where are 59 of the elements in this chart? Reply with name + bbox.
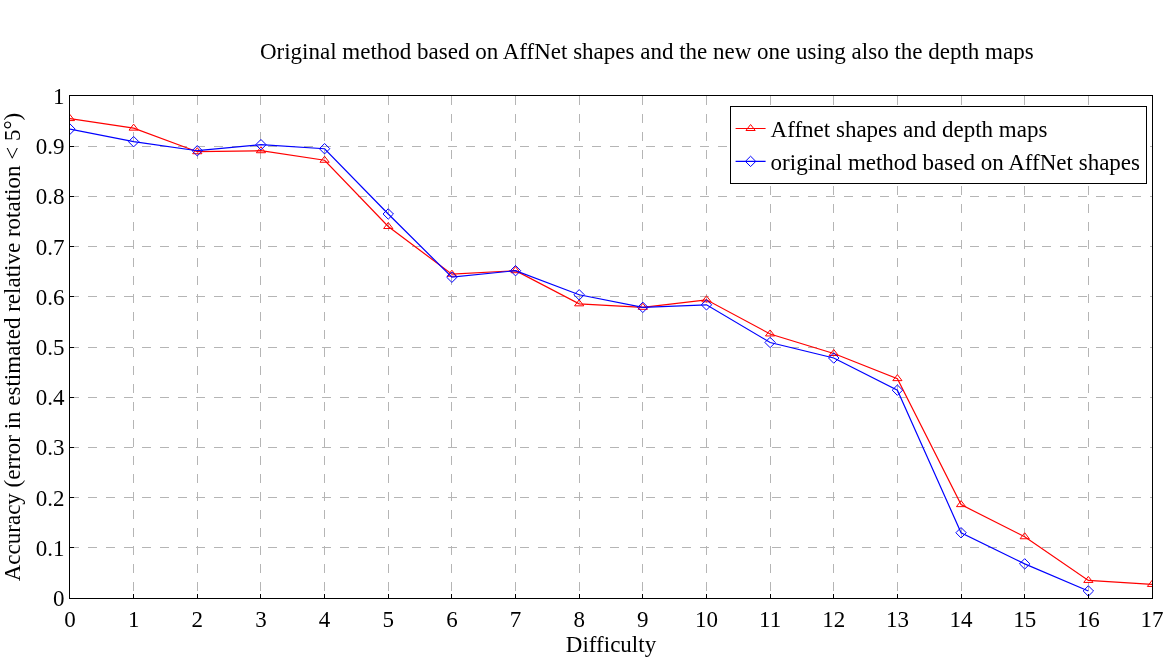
point	[127, 135, 140, 148]
x-tick-label: 3	[255, 606, 267, 632]
point	[700, 299, 713, 311]
y-tick-label: 1	[52, 84, 65, 110]
point	[1019, 532, 1030, 540]
point	[446, 271, 458, 283]
point	[637, 301, 649, 314]
y-tick-label: 0.4	[35, 385, 65, 411]
x-tick-label: 9	[637, 606, 649, 632]
x-tick-label: 8	[573, 606, 585, 632]
x-tick-label: 7	[509, 606, 522, 632]
x-tick-label: 4	[318, 606, 331, 632]
point	[892, 374, 903, 382]
x-tick-label: 2	[191, 606, 204, 632]
x-tick-label: 17	[1140, 606, 1164, 632]
point	[1019, 558, 1031, 570]
x-tick-label: 16	[1076, 606, 1100, 632]
point	[891, 384, 904, 396]
point	[764, 336, 776, 349]
x-tick-label: 13	[885, 606, 909, 632]
point	[382, 208, 394, 220]
chart-title: Original method based on AffNet shapes and the new one using also the depth maps	[259, 39, 1034, 65]
y-tick-label: 0.7	[35, 234, 65, 260]
point	[701, 295, 712, 303]
y-tick-label: 0.9	[35, 134, 65, 160]
y-tick-label: 0.2	[35, 485, 65, 511]
y-tick-label: 0.5	[35, 335, 65, 361]
point	[573, 289, 585, 301]
x-tick-label: 11	[759, 606, 782, 632]
y-tick-label: 0.3	[35, 435, 65, 461]
point	[255, 138, 267, 151]
point	[828, 352, 840, 364]
point	[383, 222, 394, 230]
x-tick-label: 12	[822, 606, 846, 632]
x-axis-title: Difficulty	[565, 631, 657, 657]
point	[765, 329, 776, 337]
y-tick-label: 0.8	[35, 184, 65, 210]
point	[955, 527, 967, 539]
x-tick-label: 6	[446, 606, 458, 632]
y-tick-label: 0	[52, 586, 65, 612]
y-tick-label: 0.6	[35, 284, 65, 310]
legend-label: original method based on AffNet shapes	[770, 150, 1141, 176]
x-tick-label: 15	[1013, 606, 1037, 632]
point	[446, 269, 457, 277]
point	[574, 299, 585, 307]
x-tick-label: 14	[949, 606, 974, 632]
y-tick-label: 0.1	[35, 535, 65, 561]
y-axis-title: Accuracy (error in estimated relative rotation < 5°)	[0, 112, 25, 582]
x-tick-label: 5	[382, 606, 394, 632]
point	[318, 143, 331, 155]
x-tick-label: 10	[694, 606, 718, 632]
point	[828, 349, 839, 357]
point	[319, 155, 330, 163]
point	[1082, 585, 1095, 597]
point	[128, 123, 139, 131]
x-tick-label: 1	[127, 606, 140, 632]
legend-label: Affnet shapes and depth maps	[770, 117, 1048, 143]
point	[1083, 575, 1094, 583]
point	[637, 302, 648, 310]
